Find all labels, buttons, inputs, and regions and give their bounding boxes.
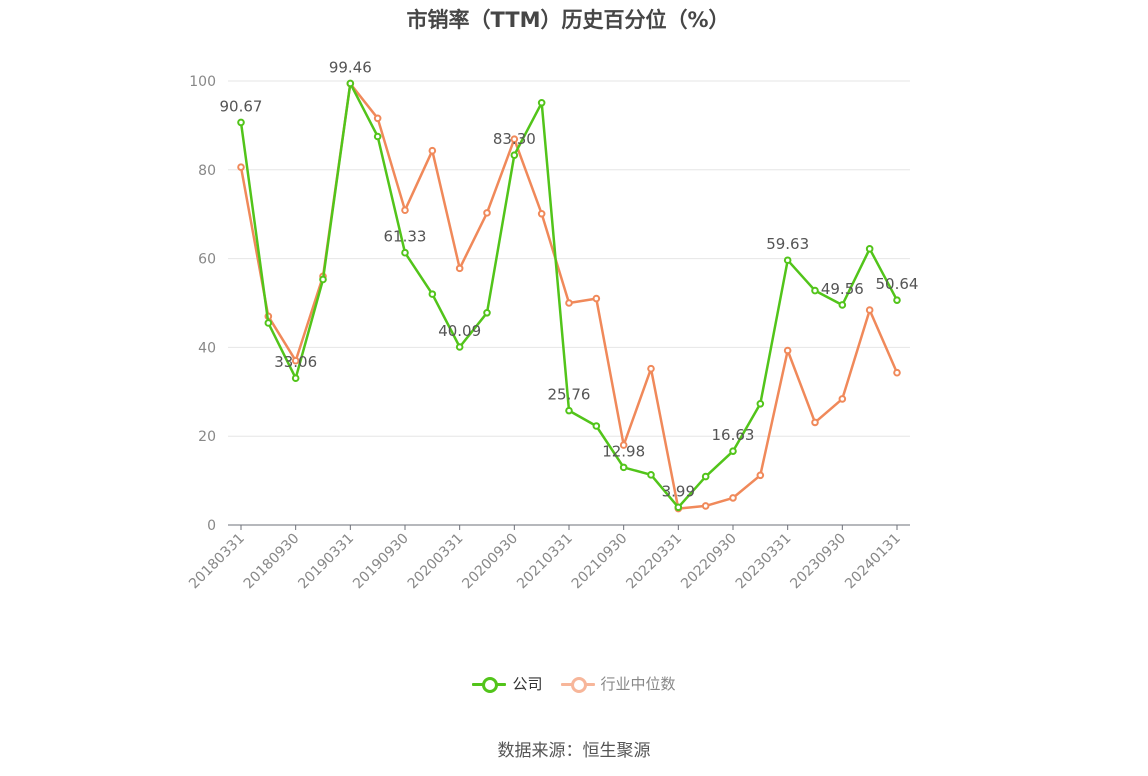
legend-swatch-industry-median <box>560 676 595 693</box>
legend: 公司 行业中位数 <box>0 673 1148 694</box>
data-labels: 90.67 33.06 99.46 61.33 40.09 83.30 25.76 12.98… <box>220 58 919 500</box>
data-point-company <box>729 447 737 455</box>
data-point-company <box>373 132 382 141</box>
x-tick-label: 20220331 <box>623 531 685 593</box>
x-tick-label: 20200930 <box>459 531 521 593</box>
data-point-company <box>619 463 628 472</box>
data-point-company <box>811 286 819 295</box>
x-tick-label: 20220930 <box>678 531 740 593</box>
data-point-industry-median <box>291 356 300 365</box>
data-label: 25.76 <box>548 386 591 404</box>
series <box>237 79 901 513</box>
data-label: 40.09 <box>438 322 481 340</box>
data-label: 83.30 <box>493 130 536 148</box>
y-tick-label: 60 <box>198 252 216 268</box>
data-point-company <box>319 275 327 284</box>
data-label: 61.33 <box>384 228 427 246</box>
data-point-company <box>483 308 491 317</box>
data-point-company <box>565 406 573 415</box>
legend-swatch-company <box>472 676 507 693</box>
data-point-industry-median <box>729 494 737 502</box>
x-tick-label: 20180930 <box>241 531 303 593</box>
data-point-industry-median <box>893 368 901 377</box>
x-axis: 2018033120180930201903312019093020200331… <box>186 524 910 593</box>
data-point-industry-median <box>865 306 874 314</box>
data-point-industry-median <box>838 395 847 403</box>
data-label: 49.56 <box>821 280 864 298</box>
data-point-company <box>510 151 519 159</box>
data-point-company <box>865 245 874 253</box>
x-tick-label: 20210331 <box>514 531 576 593</box>
x-tick-label: 20180331 <box>186 531 248 593</box>
data-point-company <box>428 290 437 298</box>
data-point-company <box>838 301 847 309</box>
x-tick-label: 20240131 <box>842 531 904 593</box>
legend-label-company: 公司 <box>512 675 543 693</box>
legend-item-industry-median[interactable]: 行业中位数 <box>560 673 676 694</box>
y-tick-label: 100 <box>189 74 216 90</box>
data-point-company <box>401 248 409 257</box>
chart-title: 市销率（TTM）历史百分位（%） <box>406 8 730 32</box>
x-tick-label: 20210930 <box>569 531 631 593</box>
data-point-industry-median <box>483 209 491 217</box>
data-point-company <box>264 319 273 327</box>
data-label: 90.67 <box>220 97 263 115</box>
data-label: 3.99 <box>662 482 695 500</box>
data-point-industry-median <box>592 294 601 303</box>
data-point-company <box>592 422 601 430</box>
data-label: 59.63 <box>766 235 809 253</box>
data-point-industry-median <box>537 209 546 218</box>
data-point-company <box>237 118 245 127</box>
data-label: 99.46 <box>329 58 372 76</box>
data-label: 33.06 <box>274 353 317 371</box>
data-point-industry-median <box>455 264 464 273</box>
y-tick-label: 20 <box>198 429 216 445</box>
data-point-industry-median <box>701 502 710 510</box>
y-tick-label: 80 <box>198 163 216 179</box>
data-point-industry-median <box>756 471 765 480</box>
line-chart: 0 20 40 60 80 100 201803312018093020190331201… <box>186 58 919 593</box>
x-tick-label: 20200331 <box>405 531 467 593</box>
legend-label-industry-median: 行业中位数 <box>600 675 676 693</box>
data-label: 16.63 <box>712 426 755 444</box>
data-point-company <box>701 472 710 481</box>
data-point-company <box>783 256 792 265</box>
data-point-industry-median <box>619 441 628 449</box>
data-point-company <box>756 399 765 408</box>
data-point-company <box>647 471 655 479</box>
data-point-company <box>455 343 464 351</box>
data-point-industry-median <box>783 346 792 355</box>
series-line-industry-median <box>239 82 899 510</box>
source-note: 数据来源：恒生聚源 <box>497 741 651 761</box>
data-point-industry-median <box>811 418 819 427</box>
data-point-industry-median <box>428 146 437 155</box>
data-point-company <box>537 98 546 107</box>
grid-lines <box>228 80 910 437</box>
y-tick-label: 0 <box>207 518 216 534</box>
x-tick-label: 20190331 <box>295 531 357 593</box>
data-point-industry-median <box>401 206 409 215</box>
x-tick-label: 20230331 <box>733 531 795 593</box>
data-point-industry-median <box>565 299 573 307</box>
data-point-company <box>291 374 300 383</box>
data-point-company <box>674 503 683 512</box>
data-point-company <box>893 296 901 304</box>
series-line-company <box>239 82 899 509</box>
data-label: 50.64 <box>876 275 919 293</box>
y-axis: 0 20 40 60 80 100 <box>189 74 216 534</box>
data-point-industry-median <box>373 114 382 123</box>
data-point-company <box>346 79 355 88</box>
y-tick-label: 40 <box>198 340 216 356</box>
data-label: 12.98 <box>602 442 645 460</box>
data-point-industry-median <box>237 163 245 171</box>
data-point-industry-median <box>647 364 655 373</box>
data-point-industry-median <box>510 135 519 143</box>
x-tick-label: 20230930 <box>787 531 849 593</box>
x-tick-label: 20190930 <box>350 531 412 593</box>
legend-item-company[interactable]: 公司 <box>472 673 543 694</box>
